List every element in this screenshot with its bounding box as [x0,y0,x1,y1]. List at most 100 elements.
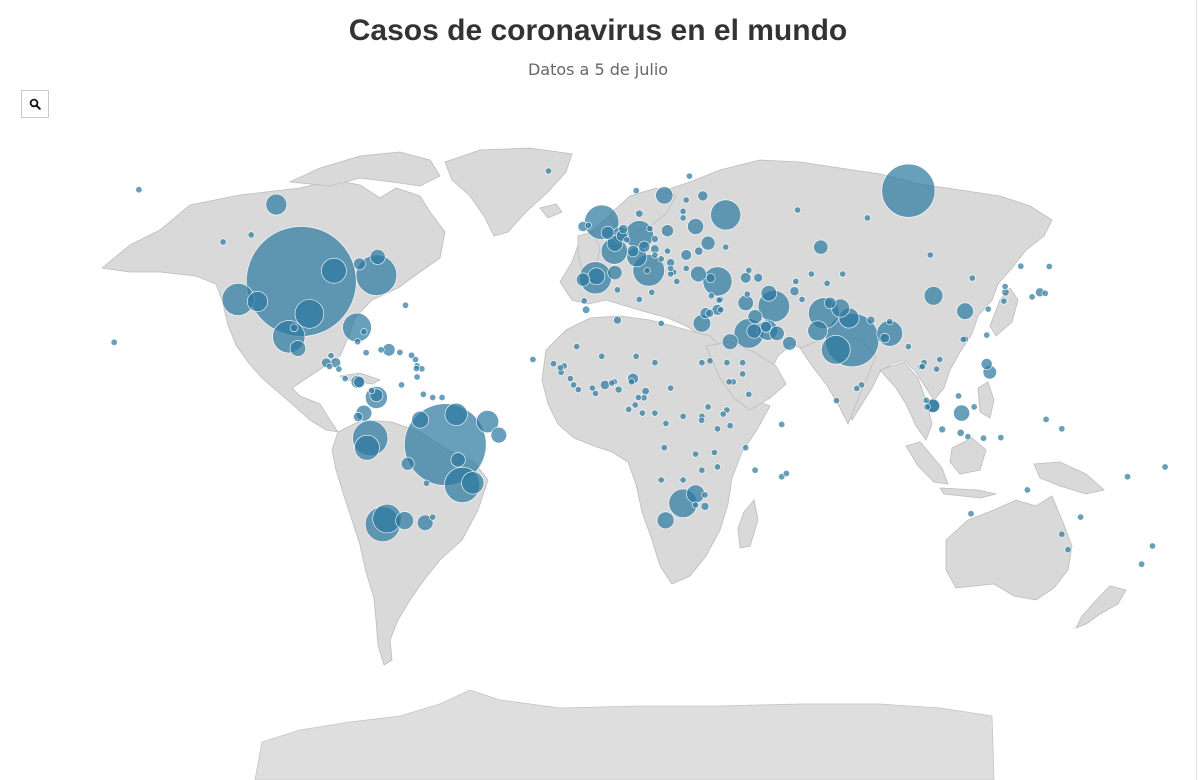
case-bubble[interactable] [687,218,705,235]
case-bubble[interactable] [747,309,763,325]
case-bubble[interactable] [634,393,642,401]
case-bubble[interactable] [743,290,751,298]
case-bubble[interactable] [417,514,434,531]
case-bubble[interactable] [881,163,936,218]
case-bubble[interactable] [918,362,926,370]
case-bubble[interactable] [651,359,659,367]
case-bubble[interactable] [599,379,610,390]
case-bubble[interactable] [353,411,363,422]
case-bubble[interactable] [574,386,582,394]
case-bubble[interactable] [1001,282,1009,290]
case-bubble[interactable] [643,267,651,275]
case-bubble[interactable] [407,351,415,359]
case-bubble[interactable] [342,312,372,343]
case-bubble[interactable] [335,365,343,373]
case-bubble[interactable] [651,235,659,243]
case-bubble[interactable] [395,511,414,530]
case-bubble[interactable] [663,247,671,255]
case-bubble[interactable] [411,410,430,429]
case-bubble[interactable] [1058,425,1066,433]
case-bubble[interactable] [679,476,687,484]
case-bubble[interactable] [685,172,693,180]
case-bubble[interactable] [608,379,616,387]
case-bubble[interactable] [680,249,692,261]
case-bubble[interactable] [588,384,596,392]
case-bubble[interactable] [760,320,772,333]
case-bubble[interactable] [341,375,349,383]
case-bubble[interactable] [737,294,754,312]
case-bubble[interactable] [661,224,674,238]
case-bubble[interactable] [573,343,581,351]
case-bubble[interactable] [857,381,865,389]
case-bubble[interactable] [662,419,670,427]
case-bubble[interactable] [705,308,715,318]
case-bubble[interactable] [638,240,651,253]
case-bubble[interactable] [923,286,944,306]
case-bubble[interactable] [412,364,420,372]
case-bubble[interactable] [692,450,700,458]
case-bubble[interactable] [1023,486,1031,494]
case-bubble[interactable] [581,305,591,314]
case-bubble[interactable] [997,434,1005,442]
case-bubble[interactable] [400,456,415,471]
case-bubble[interactable] [970,403,978,411]
case-bubble[interactable] [682,196,690,204]
case-bubble[interactable] [1149,542,1157,550]
case-bubble[interactable] [926,251,934,259]
case-bubble[interactable] [715,296,723,304]
case-bubble[interactable] [879,333,890,344]
case-bubble[interactable] [566,375,574,383]
case-bubble[interactable] [679,214,687,222]
case-bubble[interactable] [1161,463,1169,471]
case-bubble[interactable] [1041,289,1049,297]
case-bubble[interactable] [294,299,325,329]
case-bubble[interactable] [438,393,446,401]
case-bubble[interactable] [651,251,659,259]
case-bubble[interactable] [529,355,537,363]
case-bubble[interactable] [794,206,802,214]
case-bubble[interactable] [556,364,564,372]
case-bubble[interactable] [700,235,716,251]
case-bubble[interactable] [655,186,674,205]
case-bubble[interactable] [839,270,847,278]
case-bubble[interactable] [807,270,815,278]
case-bubble[interactable] [544,167,552,175]
case-bubble[interactable] [657,255,665,263]
case-bubble[interactable] [823,279,831,287]
case-bubble[interactable] [745,266,753,274]
case-bubble[interactable] [778,420,786,428]
case-bubble[interactable] [722,243,730,251]
case-bubble[interactable] [327,352,335,360]
case-bubble[interactable] [450,452,466,468]
case-bubble[interactable] [289,340,307,357]
case-bubble[interactable] [618,224,629,234]
case-bubble[interactable] [938,425,947,434]
case-bubble[interactable] [760,285,778,302]
case-bubble[interactable] [682,264,690,272]
case-bubble[interactable] [706,357,714,365]
case-bubble[interactable] [886,318,894,326]
case-bubble[interactable] [959,335,967,343]
case-bubble[interactable] [964,433,972,441]
case-bubble[interactable] [598,352,606,360]
case-bubble[interactable] [719,410,727,418]
case-bubble[interactable] [646,225,654,233]
case-bubble[interactable] [980,358,993,370]
case-bubble[interactable] [673,277,681,285]
case-bubble[interactable] [798,295,806,303]
case-bubble[interactable] [956,428,965,437]
case-bubble[interactable] [792,277,800,285]
case-bubble[interactable] [369,248,386,265]
case-bubble[interactable] [411,355,419,363]
case-bubble[interactable] [705,273,716,283]
case-bubble[interactable] [444,402,468,426]
case-bubble[interactable] [110,338,118,346]
case-bubble[interactable] [922,396,930,404]
case-bubble[interactable] [1000,297,1008,305]
case-bubble[interactable] [475,410,499,434]
case-bubble[interactable] [694,246,704,256]
case-bubble[interactable] [710,199,742,231]
case-bubble[interactable] [626,245,640,258]
case-bubble[interactable] [1077,513,1085,521]
case-bubble[interactable] [807,320,829,342]
